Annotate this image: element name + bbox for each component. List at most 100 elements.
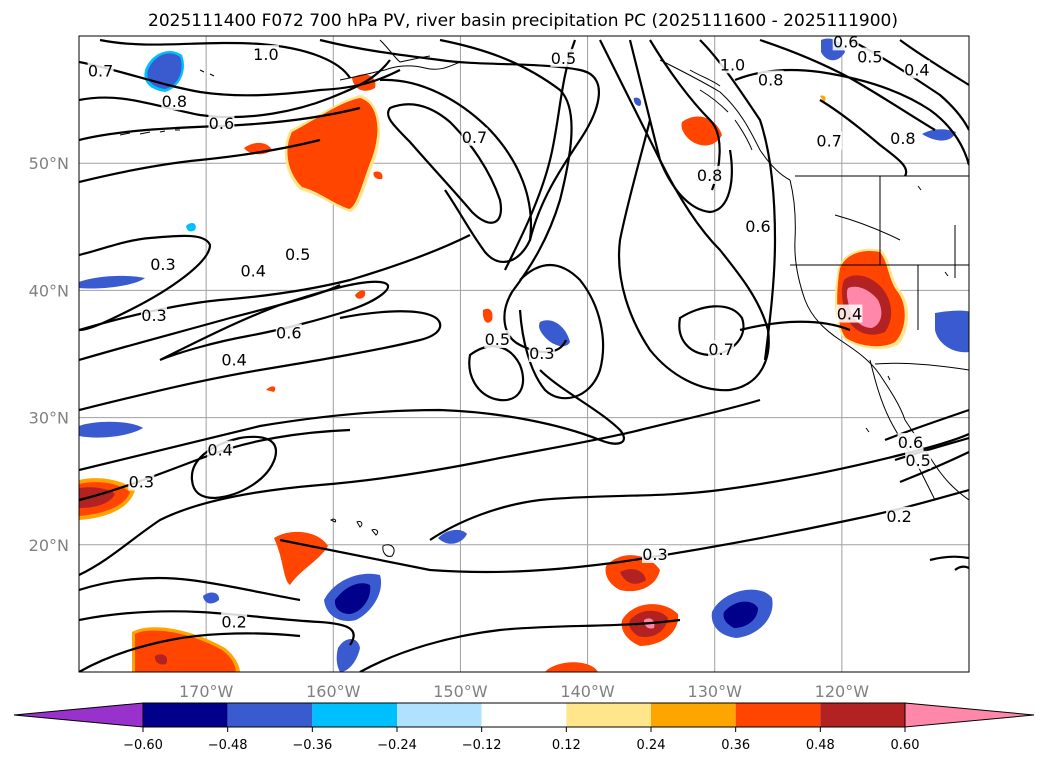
pv-contour-label: 0.3 — [150, 255, 175, 274]
hawaii-islands — [330, 518, 395, 557]
colorbar-tick-label: 0.24 — [637, 738, 666, 753]
colorbar-tick-label: −0.48 — [208, 738, 248, 753]
pv-contour-line — [884, 408, 969, 442]
pv-contour-line — [678, 305, 745, 357]
state-border — [790, 176, 969, 330]
lon-label: 140°W — [560, 682, 615, 701]
pv-contour-line — [79, 234, 212, 332]
lat-label: 30°N — [29, 409, 69, 428]
colorbar-bin — [397, 703, 482, 727]
contour-label-bg — [708, 340, 735, 359]
pv-contour-line — [79, 632, 301, 672]
contour-label-bg — [221, 350, 248, 369]
pv-contour-label: 0.3 — [141, 306, 166, 325]
coastline-us-west — [789, 179, 906, 421]
pv-contour-line — [159, 280, 389, 362]
pv-contour-line — [386, 103, 503, 224]
precip-blob-negative — [438, 529, 467, 544]
colorbar-tick-label: −0.24 — [377, 738, 417, 753]
colorbar-bin — [820, 703, 905, 727]
pv-contour-line — [518, 264, 605, 400]
chart-title: 2025111400 F072 700 hPa PV, river basin … — [148, 11, 898, 31]
colorbar-tick-label: 0.48 — [806, 738, 835, 753]
lon-label: 160°W — [306, 682, 361, 701]
precip-shading — [79, 38, 969, 672]
pv-contour-label: 0.7 — [88, 62, 113, 81]
pv-contour-label: 0.8 — [697, 166, 722, 185]
precip-blob-negative — [186, 223, 196, 232]
pv-contour-line — [79, 138, 321, 184]
colorbar-frame — [142, 702, 906, 728]
precip-blob-positive — [545, 662, 598, 672]
colorbar-tick-label: −0.60 — [123, 738, 163, 753]
lat-label: 50°N — [29, 154, 69, 173]
pv-contour-label: 0.5 — [551, 49, 576, 68]
lon-labels: 170°W 160°W 150°W 140°W 130°W 120°W — [179, 682, 869, 701]
pv-contour-line — [79, 576, 301, 602]
pv-contour-label: 1.0 — [720, 55, 745, 74]
pv-contour-label: 0.3 — [129, 472, 154, 491]
coastline-alaska-south — [379, 39, 431, 63]
pv-contour-line — [439, 38, 573, 354]
precip-blob-negative — [79, 421, 143, 438]
pv-contour-label: 0.4 — [221, 350, 246, 369]
pv-contour-line — [359, 618, 681, 672]
pv-contour-label: 0.6 — [276, 324, 301, 343]
pv-contour-line — [79, 59, 391, 119]
colorbar-bin — [481, 703, 567, 727]
contour-label-bg — [889, 129, 916, 148]
pv-contour-label: 0.5 — [485, 330, 510, 349]
pv-contour-label: 0.7 — [816, 132, 841, 151]
contour-label-bg — [550, 48, 577, 67]
pv-contour-label: 0.6 — [745, 217, 770, 236]
pv-contour-line — [504, 39, 577, 271]
border-us-mexico — [874, 362, 969, 371]
lat-label: 20°N — [29, 536, 69, 555]
contour-label-bg — [757, 70, 784, 89]
pv-contour-line — [628, 39, 733, 214]
pv-contour-label: 0.4 — [240, 261, 265, 280]
contour-label-bg — [207, 440, 234, 459]
lon-label: 120°W — [815, 682, 870, 701]
colorbar-tick-label: 0.12 — [552, 738, 581, 753]
pv-contour-label: 0.4 — [837, 305, 862, 324]
pv-contour-label: 0.4 — [904, 60, 929, 79]
precip-blob-positive — [284, 95, 380, 212]
contour-label-bg — [528, 344, 555, 362]
colorbar-extend-min — [13, 702, 144, 728]
contour-label-bg — [141, 305, 168, 324]
contour-label-bg — [208, 113, 235, 132]
pv-contour-label: 0.2 — [886, 507, 911, 526]
colorbar-bin — [566, 703, 651, 727]
pv-contour-label: 0.2 — [221, 612, 246, 631]
precip-blob-negative — [935, 310, 969, 353]
contour-label-bg — [484, 330, 511, 349]
contour-label-bg — [856, 47, 883, 66]
contour-label-bg — [221, 612, 248, 631]
small-islands — [119, 69, 949, 433]
precip-blob-negative-core — [324, 573, 382, 622]
precip-blob-negative-core — [711, 589, 773, 638]
contour-label-bg — [836, 304, 863, 323]
precip-blob-negative — [203, 592, 220, 604]
lon-label: 130°W — [688, 682, 743, 701]
pv-contour-label: 0.7 — [708, 340, 733, 359]
contour-label-bg — [886, 506, 913, 525]
contour-label-bg — [149, 254, 176, 273]
pv-contour-label: 0.6 — [833, 32, 858, 51]
pv-contour-line — [79, 398, 761, 576]
pv-contour-labels: 0.71.00.80.60.70.5 1.00.80.60.50.40.7 0.80… — [87, 32, 932, 631]
pv-contour-line — [99, 38, 351, 79]
pv-contour-line — [739, 320, 851, 332]
lat-labels: 50°N 40°N 30°N 20°N — [29, 154, 69, 555]
colorbar-tick-label: 0.60 — [891, 738, 920, 753]
precip-blob-positive — [274, 531, 328, 585]
contour-label-bg — [87, 61, 114, 80]
lon-label: 170°W — [179, 682, 234, 701]
precip-blob-negative — [539, 320, 570, 347]
contour-label-bg — [641, 544, 668, 563]
pv-contour-label: 1.0 — [253, 45, 278, 64]
pv-contour-label: 0.3 — [529, 344, 554, 363]
contour-label-bg — [128, 472, 155, 491]
pv-contour-label: 0.7 — [462, 128, 487, 147]
